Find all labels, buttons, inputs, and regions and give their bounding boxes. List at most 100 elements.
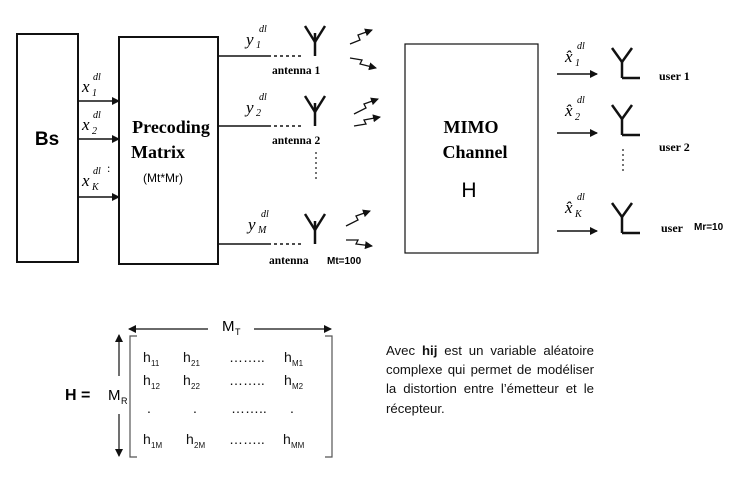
svg-text:11: 11 — [151, 359, 160, 368]
tx-antenna-icon-1 — [303, 25, 327, 56]
svg-text:T: T — [235, 327, 241, 337]
radio-wave-arrows — [345, 28, 381, 250]
svg-text:y: y — [244, 30, 254, 49]
svg-text:h: h — [143, 431, 151, 447]
matrix-entry-r1c2: h 21 — [183, 349, 200, 368]
output-label-2: y 2 dl — [244, 92, 267, 119]
svg-text:1M: 1M — [151, 441, 162, 450]
svg-text:M2: M2 — [292, 382, 304, 391]
matrix-dimension-arrows — [115, 325, 332, 457]
user-vertical-dots — [622, 149, 624, 171]
svg-text:dl: dl — [261, 209, 269, 220]
svg-text:x̂: x̂ — [564, 198, 573, 217]
svg-text:y: y — [244, 98, 254, 117]
matrix-description: Avec hij est un variable aléatoire compl… — [386, 341, 594, 418]
user-label-2: user 2 — [659, 140, 690, 154]
matrix-entry-r2c4: h M2 — [284, 372, 304, 391]
svg-text:M1: M1 — [292, 359, 304, 368]
description-prefix: Avec — [386, 343, 422, 358]
matrix-entry-r4c3: …….. — [229, 431, 265, 447]
svg-text:1: 1 — [256, 40, 261, 51]
svg-text:dl: dl — [93, 72, 101, 83]
svg-text:x: x — [81, 115, 90, 134]
matrix-entry-r3c1: . — [147, 400, 151, 416]
precoding-dims: (Mt*Mr) — [143, 171, 183, 185]
antenna-vertical-dots — [315, 152, 317, 179]
svg-text:dl: dl — [577, 41, 585, 52]
svg-text:22: 22 — [191, 382, 200, 391]
svg-text:y: y — [246, 215, 256, 234]
bs-label: Bs — [35, 129, 59, 150]
mimo-channel-box — [404, 43, 539, 254]
svg-text:x: x — [81, 77, 90, 96]
matrix-entry-r2c2: h 22 — [183, 372, 200, 391]
svg-text:.: . — [193, 400, 197, 416]
svg-text:……..: …….. — [229, 349, 265, 365]
svg-text:……..: …….. — [231, 400, 267, 416]
tx-antenna-icon-m — [303, 213, 327, 244]
svg-text:2: 2 — [256, 108, 261, 119]
matrix-col-dimension: M T — [222, 318, 241, 337]
svg-text:h: h — [143, 349, 151, 365]
svg-text:M: M — [222, 318, 235, 335]
svg-text:.: . — [290, 400, 294, 416]
svg-text:dl: dl — [577, 95, 585, 106]
svg-text:h: h — [183, 349, 191, 365]
svg-text:dl: dl — [93, 166, 101, 177]
channel-title-line2: Channel — [442, 142, 507, 162]
output-lines — [218, 55, 268, 245]
svg-text:dl: dl — [259, 24, 267, 35]
svg-text:M: M — [108, 387, 121, 404]
description-text: est un variable aléatoire complexe qui p… — [386, 343, 594, 416]
output-dashes — [268, 55, 303, 245]
mr-label: Mr=10 — [694, 222, 724, 233]
channel-title-line1: MIMO — [444, 117, 499, 137]
svg-text:h: h — [143, 372, 151, 388]
receiver-arrows — [557, 70, 598, 235]
input-arrows — [78, 97, 120, 201]
svg-text:h: h — [284, 349, 292, 365]
svg-text:h: h — [183, 372, 191, 388]
svg-text:1: 1 — [92, 88, 97, 99]
svg-text:2: 2 — [575, 112, 580, 123]
svg-text:2M: 2M — [194, 441, 205, 450]
svg-text:K: K — [574, 209, 583, 220]
output-label-m: y M dl — [246, 209, 269, 236]
antenna-label-1: antenna 1 — [272, 65, 320, 77]
estimate-label-1: x̂ 1 dl — [564, 41, 585, 69]
matrix-entry-r2c3: …….. — [229, 372, 265, 388]
svg-text:MM: MM — [291, 441, 305, 450]
antenna-label-2: antenna 2 — [272, 135, 320, 147]
matrix-brackets — [129, 335, 333, 458]
svg-text:x: x — [81, 171, 90, 190]
svg-text:1: 1 — [575, 58, 580, 69]
bs-box — [16, 33, 79, 263]
rx-antenna-icon-k — [610, 202, 640, 235]
svg-text:x̂: x̂ — [564, 101, 573, 120]
svg-text:21: 21 — [191, 359, 200, 368]
user-label-k: user — [661, 221, 684, 235]
input-label-k: x K dl — [81, 166, 101, 193]
svg-text:dl: dl — [577, 192, 585, 203]
svg-text:h: h — [283, 431, 291, 447]
matrix-entry-r3c4: . — [290, 400, 294, 416]
svg-text:2: 2 — [92, 126, 97, 137]
svg-text:……..: …….. — [229, 372, 265, 388]
svg-text:R: R — [121, 396, 128, 406]
svg-text:K: K — [91, 182, 100, 193]
input-label-2: x 2 dl — [81, 110, 101, 137]
svg-text:……..: …….. — [229, 431, 265, 447]
description-variable: hij — [421, 343, 438, 358]
matrix-entry-r1c1: h 11 — [143, 349, 160, 368]
matrix-entry-r4c4: h MM — [283, 431, 305, 450]
matrix-entry-r3c3: …….. — [231, 400, 267, 416]
matrix-entry-r2c1: h 12 — [143, 372, 160, 391]
svg-text:x̂: x̂ — [564, 47, 573, 66]
matrix-row-dimension: M R — [108, 387, 128, 406]
estimate-label-k: x̂ K dl — [564, 192, 585, 220]
matrix-entries: h 11 h 21 …….. h M1 h 12 h 22 …….. h M2 . . ……… — [143, 349, 305, 450]
svg-text:M: M — [257, 225, 267, 236]
matrix-entry-r3c2: . — [193, 400, 197, 416]
precoding-title-line2: Matrix — [131, 142, 185, 162]
